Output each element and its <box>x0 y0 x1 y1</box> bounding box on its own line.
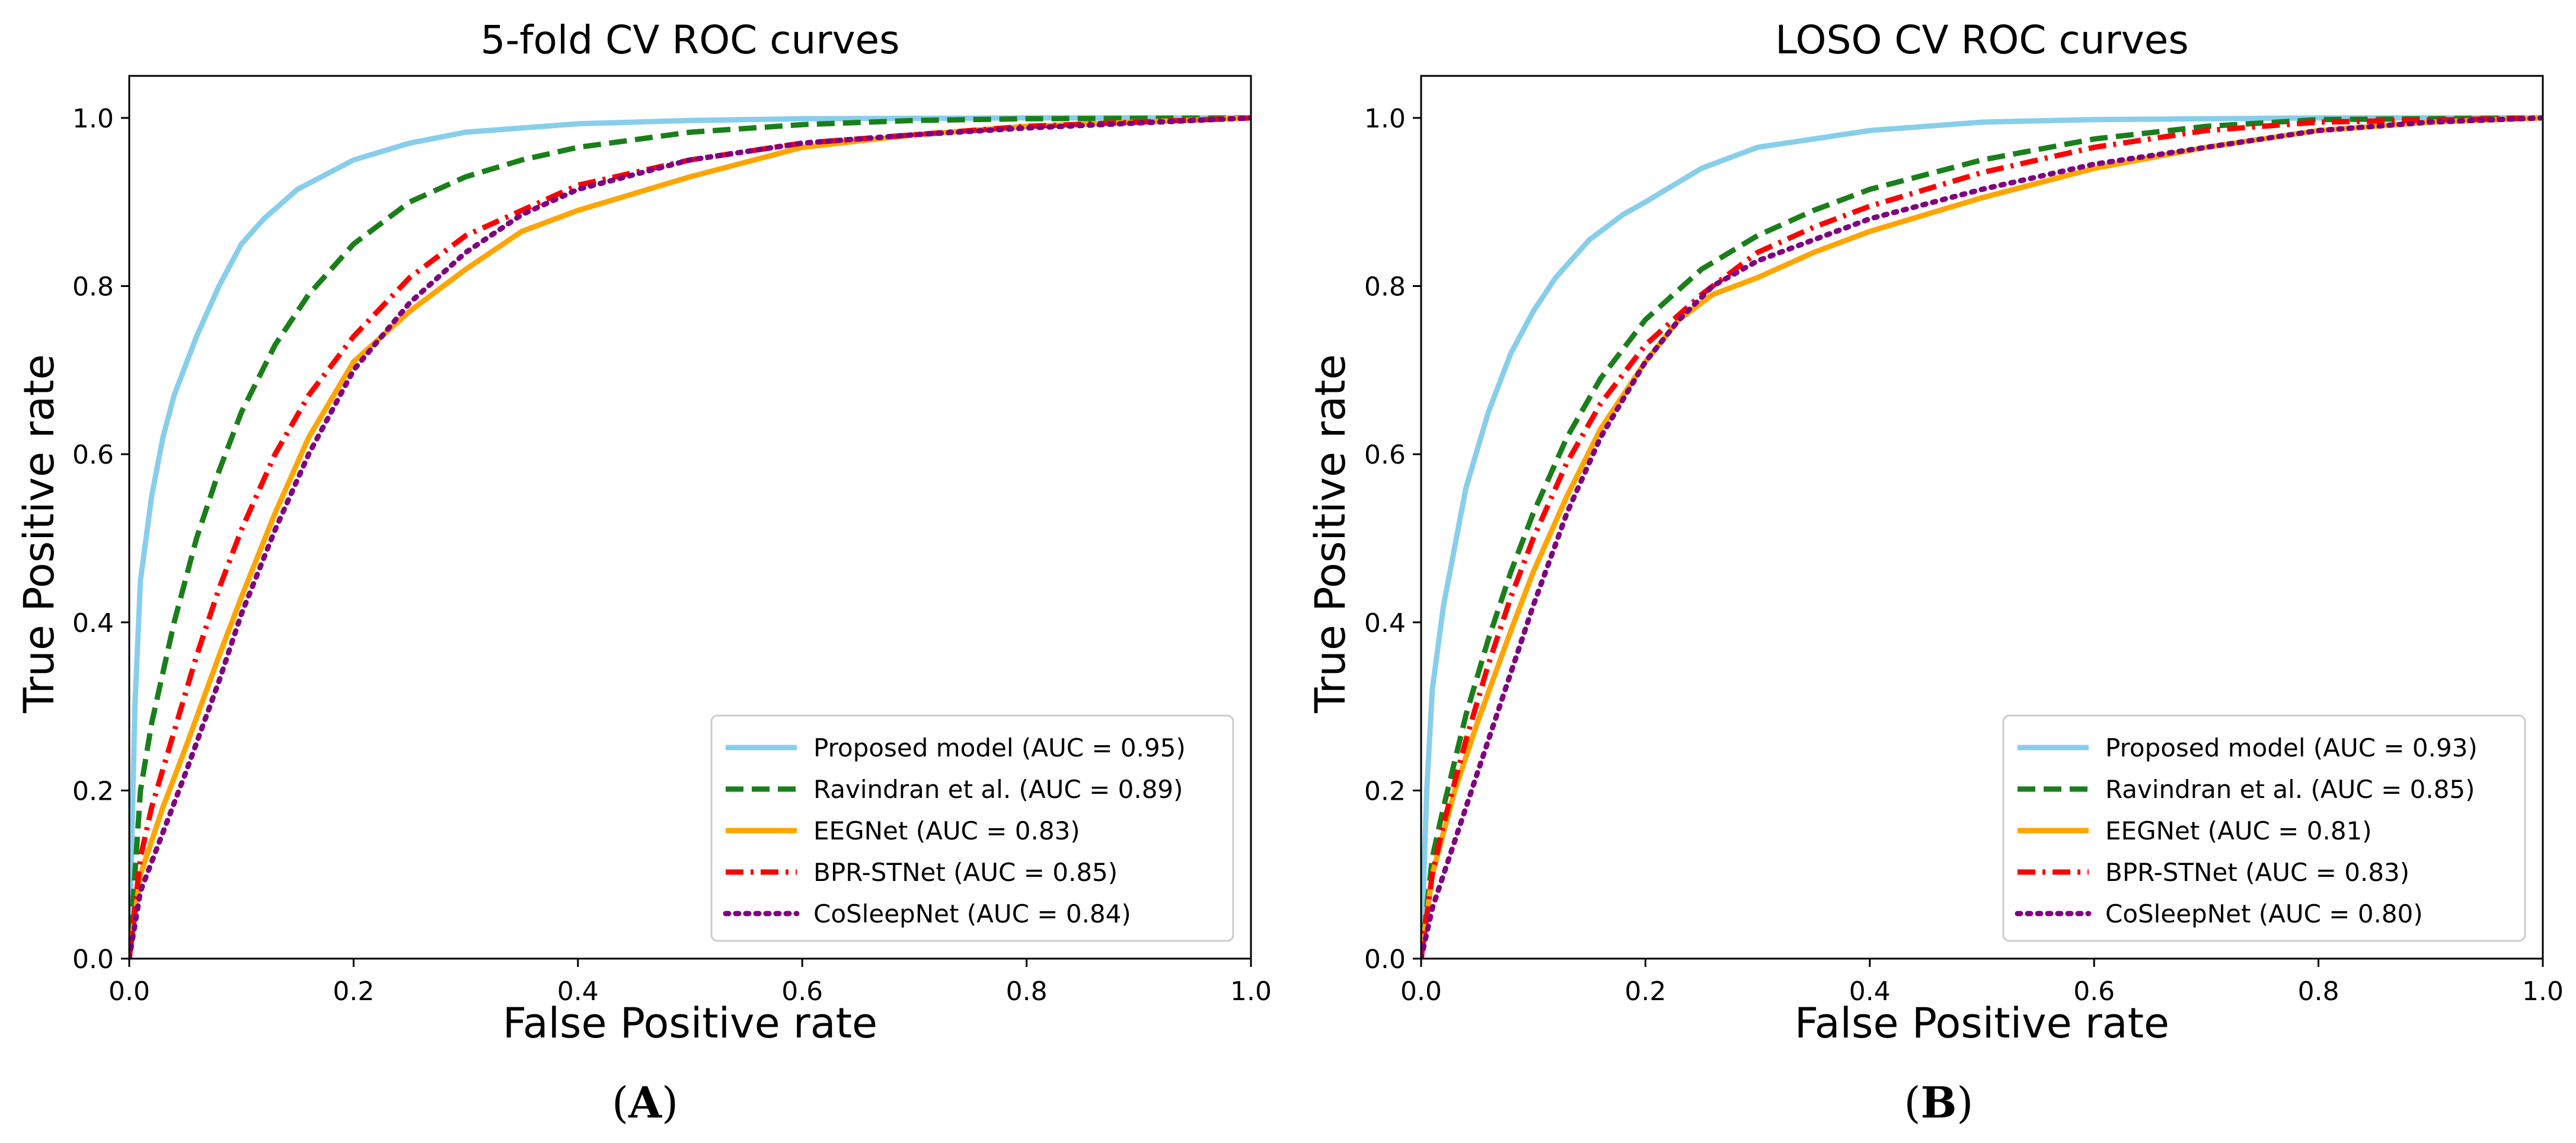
panel-a-ytick-label: 0.8 <box>72 272 114 302</box>
panel-a-legend-label: Ravindran et al. (AUC = 0.89) <box>813 775 1183 804</box>
panel-a-xtick-label: 0.6 <box>781 976 823 1007</box>
panel-b-xtick-label: 0.8 <box>2298 976 2339 1007</box>
panel-a-xtick-label: 0.8 <box>1006 976 1048 1007</box>
panel-b-xlabel: False Positive rate <box>1795 999 2169 1048</box>
panel-a-ytick-label: 0.0 <box>72 944 114 975</box>
panel-b-series-3-line <box>1421 115 2543 959</box>
panel-b-title: LOSO CV ROC curves <box>1775 17 2189 63</box>
panel-a-ytick-label: 0.4 <box>72 608 114 638</box>
panel-b-legend: Proposed model (AUC = 0.93) Ravindran et … <box>2002 714 2526 942</box>
panel-b-legend-label: CoSleepNet (AUC = 0.80) <box>2105 899 2423 928</box>
panel-a-label: (A) <box>612 1077 678 1128</box>
panel-b-letter: B <box>1921 1077 1957 1128</box>
panel-b-legend-label: Ravindran et al. (AUC = 0.85) <box>2105 775 2475 804</box>
panel-a-ytick-label: 1.0 <box>72 104 114 134</box>
panel-b-ytick-label: 0.0 <box>1364 944 1406 975</box>
panel-a-series-4-line <box>129 115 1251 959</box>
panel-a-series-3-line <box>129 115 1251 959</box>
panel-a-xlabel: False Positive rate <box>503 999 877 1048</box>
panel-b-ytick-label: 0.8 <box>1364 272 1406 302</box>
panel-a-legend-label: BPR-STNet (AUC = 0.85) <box>813 858 1118 887</box>
panel-b-ytick-label: 0.2 <box>1364 776 1406 806</box>
panel-b-xtick-label: 0.4 <box>1849 976 1891 1007</box>
panel-a-ytick-label: 0.2 <box>72 776 114 806</box>
panel-a-xtick-label: 0.2 <box>333 976 374 1007</box>
panel-a-ytick-label: 0.6 <box>72 440 114 470</box>
panel-b: LOSO CV ROC curves False Positive rate T… <box>1306 17 2564 1128</box>
panel-b-xtick-label: 0.6 <box>2073 976 2115 1007</box>
panel-b-legend-label: EEGNet (AUC = 0.81) <box>2105 816 2372 845</box>
panel-b-xtick-label: 0.2 <box>1624 976 1666 1007</box>
panel-b-legend-label: Proposed model (AUC = 0.93) <box>2105 733 2478 762</box>
panel-b-axes-frame <box>1420 75 2544 960</box>
panel-a-xtick-label: 0.0 <box>108 976 150 1007</box>
panel-a-axes-frame <box>128 75 1252 960</box>
panel-b-legend-label: BPR-STNet (AUC = 0.83) <box>2105 858 2409 887</box>
panel-b-series-0-line <box>1421 115 2543 959</box>
panel-b-xtick-label: 1.0 <box>2522 976 2564 1007</box>
panel-a-series-0-line <box>129 115 1251 959</box>
panel-b-ytick-label: 0.6 <box>1364 440 1406 470</box>
panel-b-legend-box <box>2002 714 2526 942</box>
panel-b-ytick-label: 0.4 <box>1364 608 1406 638</box>
panel-b-ylabel: True Positive rate <box>1306 354 1355 713</box>
panel-a-title: 5-fold CV ROC curves <box>480 17 899 63</box>
panel-b-plot-area: 0.0 0.2 0.4 0.6 0.8 1.0 0.0 0.2 0.4 0.6 0.8 1.0 <box>1364 75 2564 1007</box>
panel-a-xtick-label: 1.0 <box>1230 976 1272 1007</box>
panel-b-label: (B) <box>1904 1077 1973 1128</box>
panel-b-series-4-line <box>1421 115 2543 959</box>
panel-b-xtick-label: 0.0 <box>1400 976 1442 1007</box>
panel-a-legend: Proposed model (AUC = 0.95) Ravindran et … <box>710 714 1234 942</box>
panel-a-xtick-label: 0.4 <box>557 976 599 1007</box>
panel-a-legend-label: CoSleepNet (AUC = 0.84) <box>813 899 1131 928</box>
panel-a: 5-fold CV ROC curves False Positive rate… <box>15 17 1272 1128</box>
panel-a-legend-label: Proposed model (AUC = 0.95) <box>813 733 1186 762</box>
panel-a-letter: A <box>628 1077 662 1128</box>
panel-b-series-1-line <box>1421 115 2543 959</box>
panel-a-plot-area: 0.0 0.2 0.4 0.6 0.8 1.0 0.0 0.2 0.4 0.6 0.8 1.0 <box>72 75 1272 1007</box>
panel-a-legend-label: EEGNet (AUC = 0.83) <box>813 816 1080 845</box>
panel-b-ytick-label: 1.0 <box>1364 104 1406 134</box>
panel-a-legend-box <box>710 714 1234 942</box>
panel-a-series-1-line <box>129 115 1251 959</box>
panel-a-ylabel: True Positive rate <box>15 354 63 713</box>
